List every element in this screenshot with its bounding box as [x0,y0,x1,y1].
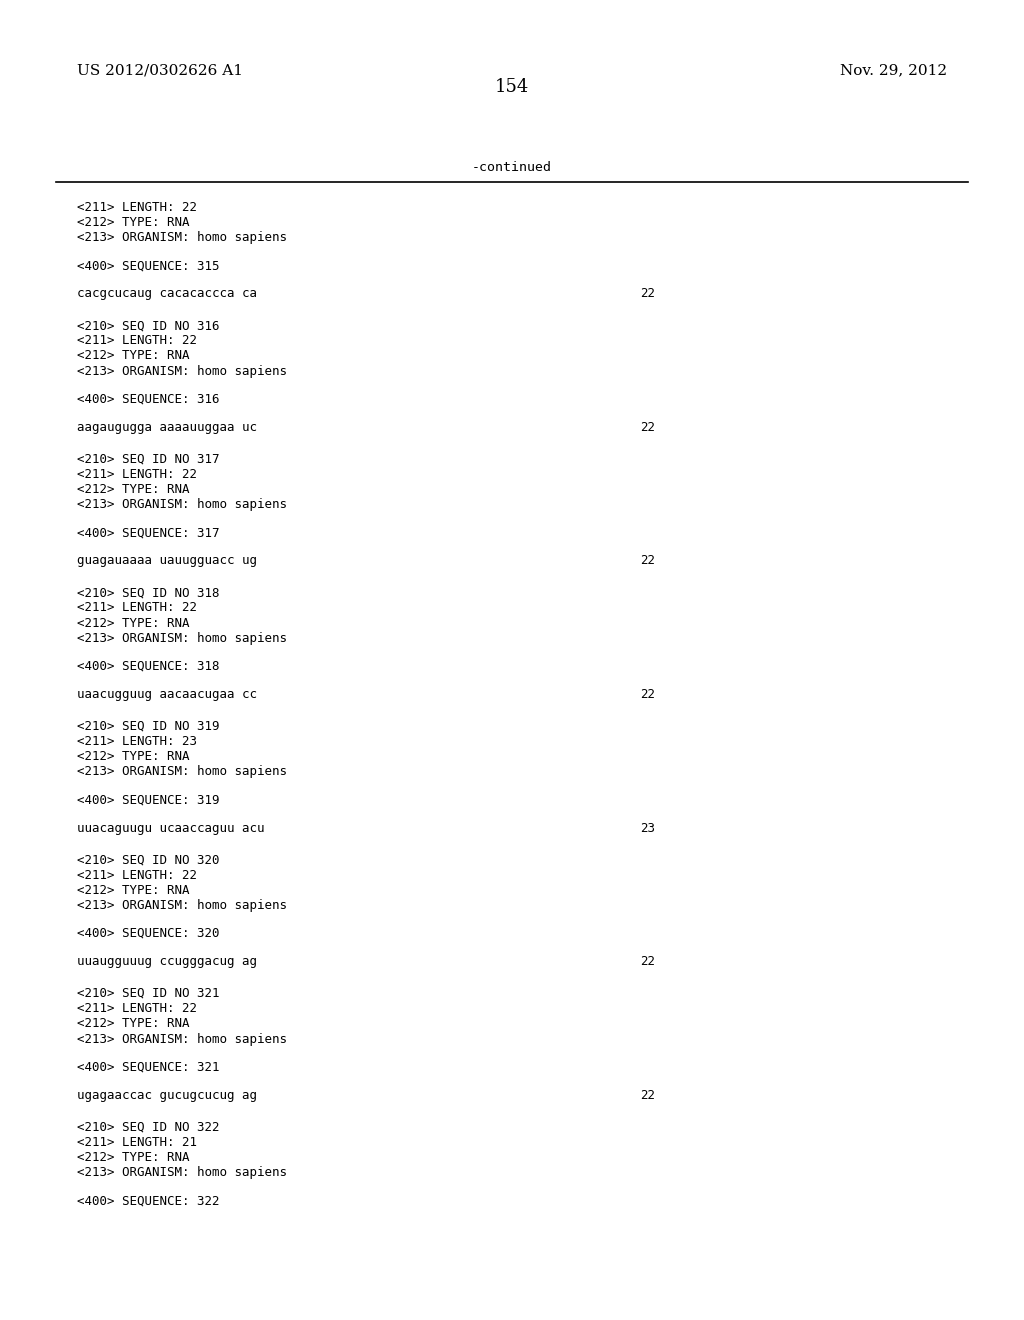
Text: <213> ORGANISM: homo sapiens: <213> ORGANISM: homo sapiens [77,498,287,511]
Text: <212> TYPE: RNA: <212> TYPE: RNA [77,883,189,896]
Text: <400> SEQUENCE: 321: <400> SEQUENCE: 321 [77,1060,219,1073]
Text: <210> SEQ ID NO 316: <210> SEQ ID NO 316 [77,319,219,333]
Text: <212> TYPE: RNA: <212> TYPE: RNA [77,1018,189,1031]
Text: uuacaguugu ucaaccaguu acu: uuacaguugu ucaaccaguu acu [77,821,264,834]
Text: <210> SEQ ID NO 319: <210> SEQ ID NO 319 [77,719,219,733]
Text: <211> LENGTH: 22: <211> LENGTH: 22 [77,1002,197,1015]
Text: <210> SEQ ID NO 321: <210> SEQ ID NO 321 [77,987,219,1001]
Text: 22: 22 [640,956,655,968]
Text: <400> SEQUENCE: 317: <400> SEQUENCE: 317 [77,527,219,540]
Text: guagauaaaa uauugguacc ug: guagauaaaa uauugguacc ug [77,554,257,568]
Text: 22: 22 [640,421,655,434]
Text: <210> SEQ ID NO 318: <210> SEQ ID NO 318 [77,586,219,599]
Text: <212> TYPE: RNA: <212> TYPE: RNA [77,616,189,630]
Text: <400> SEQUENCE: 318: <400> SEQUENCE: 318 [77,660,219,673]
Text: <400> SEQUENCE: 322: <400> SEQUENCE: 322 [77,1195,219,1208]
Text: <211> LENGTH: 22: <211> LENGTH: 22 [77,869,197,882]
Text: <212> TYPE: RNA: <212> TYPE: RNA [77,483,189,496]
Text: <400> SEQUENCE: 319: <400> SEQUENCE: 319 [77,793,219,807]
Text: <212> TYPE: RNA: <212> TYPE: RNA [77,750,189,763]
Text: <211> LENGTH: 22: <211> LENGTH: 22 [77,334,197,347]
Text: US 2012/0302626 A1: US 2012/0302626 A1 [77,63,243,78]
Text: <213> ORGANISM: homo sapiens: <213> ORGANISM: homo sapiens [77,364,287,378]
Text: <211> LENGTH: 21: <211> LENGTH: 21 [77,1135,197,1148]
Text: <400> SEQUENCE: 315: <400> SEQUENCE: 315 [77,259,219,272]
Text: ugagaaccac gucugcucug ag: ugagaaccac gucugcucug ag [77,1089,257,1102]
Text: <213> ORGANISM: homo sapiens: <213> ORGANISM: homo sapiens [77,899,287,912]
Text: uaacugguug aacaacugaa cc: uaacugguug aacaacugaa cc [77,688,257,701]
Text: 22: 22 [640,688,655,701]
Text: <212> TYPE: RNA: <212> TYPE: RNA [77,1151,189,1164]
Text: <213> ORGANISM: homo sapiens: <213> ORGANISM: homo sapiens [77,231,287,244]
Text: <212> TYPE: RNA: <212> TYPE: RNA [77,215,189,228]
Text: 22: 22 [640,1089,655,1102]
Text: <400> SEQUENCE: 316: <400> SEQUENCE: 316 [77,392,219,405]
Text: <210> SEQ ID NO 320: <210> SEQ ID NO 320 [77,853,219,866]
Text: <211> LENGTH: 22: <211> LENGTH: 22 [77,467,197,480]
Text: -continued: -continued [472,161,552,174]
Text: cacgcucaug cacacaccca ca: cacgcucaug cacacaccca ca [77,288,257,300]
Text: 22: 22 [640,554,655,568]
Text: <210> SEQ ID NO 317: <210> SEQ ID NO 317 [77,453,219,466]
Text: <213> ORGANISM: homo sapiens: <213> ORGANISM: homo sapiens [77,1166,287,1179]
Text: <213> ORGANISM: homo sapiens: <213> ORGANISM: homo sapiens [77,766,287,779]
Text: Nov. 29, 2012: Nov. 29, 2012 [840,63,947,78]
Text: <212> TYPE: RNA: <212> TYPE: RNA [77,350,189,363]
Text: 23: 23 [640,821,655,834]
Text: <400> SEQUENCE: 320: <400> SEQUENCE: 320 [77,927,219,940]
Text: <211> LENGTH: 22: <211> LENGTH: 22 [77,602,197,614]
Text: aagaugugga aaaauuggaa uc: aagaugugga aaaauuggaa uc [77,421,257,434]
Text: uuaugguuug ccugggacug ag: uuaugguuug ccugggacug ag [77,956,257,968]
Text: <213> ORGANISM: homo sapiens: <213> ORGANISM: homo sapiens [77,632,287,644]
Text: <213> ORGANISM: homo sapiens: <213> ORGANISM: homo sapiens [77,1032,287,1045]
Text: 154: 154 [495,78,529,96]
Text: <210> SEQ ID NO 322: <210> SEQ ID NO 322 [77,1121,219,1134]
Text: 22: 22 [640,288,655,300]
Text: <211> LENGTH: 22: <211> LENGTH: 22 [77,201,197,214]
Text: <211> LENGTH: 23: <211> LENGTH: 23 [77,735,197,748]
